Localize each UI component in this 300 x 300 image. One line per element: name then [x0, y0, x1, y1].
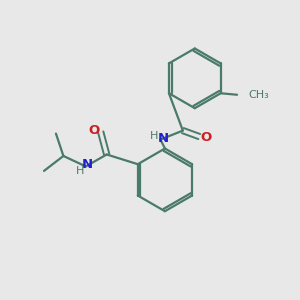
Text: H: H [76, 166, 85, 176]
Text: H: H [150, 131, 158, 141]
Text: N: N [81, 158, 93, 171]
Text: O: O [88, 124, 100, 137]
Text: CH₃: CH₃ [248, 90, 269, 100]
Text: O: O [200, 131, 212, 144]
Text: N: N [157, 132, 168, 145]
